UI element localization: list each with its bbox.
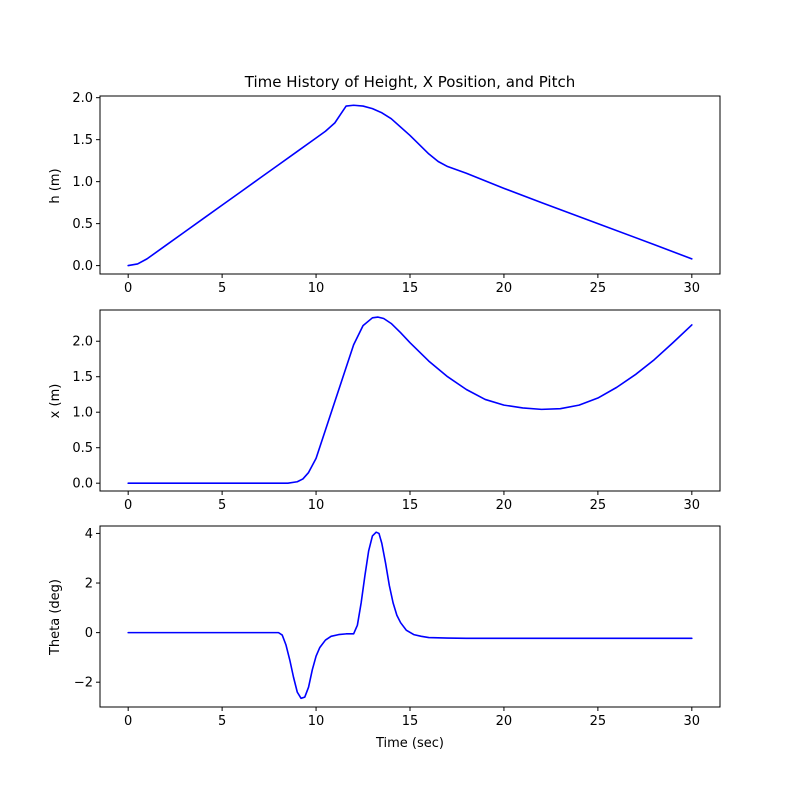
x-position-subplot: x (m) 0 5 10 15 20 25 30 0.0 0.5 1.0 1.5 2.0 [48, 309, 721, 513]
x-position-x-ticks: 0 5 10 15 20 25 30 [124, 491, 700, 513]
x-position-y-ticks: 0.0 0.5 1.0 1.5 2.0 [72, 335, 100, 492]
x-position-y-tick-label: 0.5 [72, 441, 93, 456]
pitch-axes-frame [99, 525, 721, 708]
x-position-x-tick-label: 15 [402, 498, 419, 513]
pitch-line [127, 531, 693, 700]
pitch-subplot: Theta (deg) Time (sec) 0 5 10 15 20 25 30 −2 0 2… [48, 525, 721, 751]
height-subplot: Time History of Height, X Position, and … [48, 73, 721, 296]
pitch-x-tick-label: 15 [402, 714, 419, 729]
x-position-series [127, 316, 693, 484]
pitch-x-tick-label: 20 [496, 714, 513, 729]
pitch-x-tick-label: 5 [218, 714, 226, 729]
height-x-tick-label: 0 [124, 281, 132, 296]
height-x-tick-label: 20 [496, 281, 513, 296]
x-position-y-tick-label: 1.0 [72, 406, 93, 421]
height-x-tick-label: 10 [308, 281, 325, 296]
time-x-axis-label: Time (sec) [375, 736, 444, 751]
pitch-x-tick-label: 30 [684, 714, 701, 729]
x-position-x-tick-label: 5 [218, 498, 226, 513]
x-position-x-tick-label: 25 [590, 498, 607, 513]
pitch-y-axis-label: Theta (deg) [48, 579, 63, 656]
height-y-ticks: 0.0 0.5 1.0 1.5 2.0 [72, 91, 100, 274]
pitch-x-tick-label: 25 [590, 714, 607, 729]
height-x-tick-label: 15 [402, 281, 419, 296]
pitch-y-tick-label: 0 [85, 626, 93, 641]
height-y-tick-label: 1.0 [72, 175, 93, 190]
height-x-tick-label: 5 [218, 281, 226, 296]
height-series [127, 104, 693, 267]
pitch-y-tick-label: 4 [85, 527, 93, 542]
x-position-axes-frame [99, 309, 721, 492]
height-y-tick-label: 0.0 [72, 259, 93, 274]
height-line [127, 104, 693, 267]
height-y-tick-label: 2.0 [72, 91, 93, 106]
height-y-tick-label: 1.5 [72, 133, 93, 148]
x-position-y-axis-label: x (m) [48, 384, 63, 419]
height-x-tick-label: 25 [590, 281, 607, 296]
height-x-tick-label: 30 [684, 281, 701, 296]
height-y-axis-label: h (m) [48, 168, 63, 203]
pitch-y-tick-label: 2 [85, 577, 93, 592]
x-position-y-tick-label: 1.5 [72, 370, 93, 385]
pitch-y-tick-label: −2 [74, 676, 93, 691]
height-y-tick-label: 0.5 [72, 217, 93, 232]
x-position-x-tick-label: 20 [496, 498, 513, 513]
pitch-y-ticks: −2 0 2 4 [74, 527, 100, 691]
x-position-y-tick-label: 0.0 [72, 477, 93, 492]
x-position-x-tick-label: 0 [124, 498, 132, 513]
figure-title: Time History of Height, X Position, and … [244, 73, 575, 91]
height-x-ticks: 0 5 10 15 20 25 30 [124, 274, 700, 296]
pitch-x-ticks: 0 5 10 15 20 25 30 [124, 707, 700, 729]
pitch-x-tick-label: 10 [308, 714, 325, 729]
x-position-line [127, 316, 693, 484]
x-position-y-tick-label: 2.0 [72, 335, 93, 350]
x-position-x-tick-label: 30 [684, 498, 701, 513]
x-position-x-tick-label: 10 [308, 498, 325, 513]
pitch-series [127, 531, 693, 700]
height-axes-frame [99, 95, 721, 275]
pitch-x-tick-label: 0 [124, 714, 132, 729]
